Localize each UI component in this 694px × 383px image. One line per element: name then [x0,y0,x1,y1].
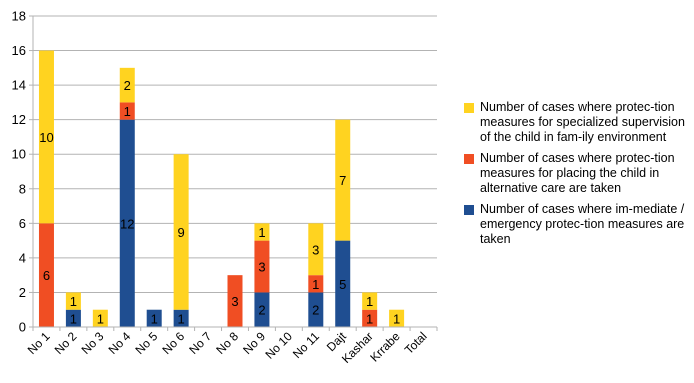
legend-label-emergency-measures: Number of cases where im-mediate / emerg… [480,202,685,246]
data-label: 1 [124,104,131,119]
legend-swatch-emergency-measures [464,205,474,215]
data-label: 1 [70,294,77,309]
data-label: 6 [43,268,50,283]
bar-segment [119,119,135,328]
bar-segment [38,223,54,327]
bar-segment [362,309,378,327]
data-label: 2 [258,303,265,318]
x-tick-label: No 10 [262,329,295,362]
bar-segment [173,154,189,310]
y-tick-label: 14 [12,78,26,93]
legend: Number of cases where protec-tion measur… [462,100,690,253]
bar-segment [38,50,54,224]
data-label: 1 [97,311,104,326]
x-tick-label: No 11 [290,329,322,361]
bar-segment [335,119,351,241]
data-label: 10 [39,130,53,145]
data-label: 1 [312,277,319,292]
y-axis: 0 2 4 6 8 10 12 14 16 18 [12,9,34,335]
x-tick-label: Kashar [339,329,376,366]
data-label: 1 [366,294,373,309]
legend-label-specialized-supervision: Number of cases where protec-tion measur… [480,100,685,144]
bar-segment [254,292,270,327]
bars [38,50,405,328]
bar-segment [308,292,324,327]
bar-segment [146,309,162,327]
bar-segment [65,309,81,327]
x-tick-label: No 5 [132,329,160,357]
data-label: 1 [70,311,77,326]
bar-segment [227,275,243,327]
x-axis: No 1 No 2 No 3 No 4 No 5 No 6 No 7 No 8 No 9No 1… [25,326,438,366]
y-tick-label: 12 [12,112,26,127]
bar-segment [173,309,189,327]
bar-segment [335,240,351,327]
data-label: 3 [231,294,238,309]
y-tick-label: 4 [19,250,26,265]
data-label: 2 [312,303,319,318]
bar-segment [389,309,405,327]
data-label: 1 [178,311,185,326]
bar-segment [92,309,108,327]
legend-label-alternative-care: Number of cases where protec-tion measur… [480,151,675,195]
data-label: 9 [178,225,185,240]
y-tick-label: 18 [12,9,26,24]
bar-segment [308,223,324,276]
bar-segment [362,292,378,310]
data-label: 3 [312,242,319,257]
gridlines [33,15,437,328]
x-tick-label: No 1 [25,329,53,357]
y-tick-label: 16 [12,43,26,58]
data-label: 1 [393,311,400,326]
y-tick-label: 8 [19,181,26,196]
data-label: 1 [151,311,158,326]
y-tick-label: 2 [19,285,26,300]
data-label: 5 [339,277,346,292]
y-tick-label: 10 [12,147,26,162]
bar-segment [254,240,270,293]
x-tick-label: No 6 [159,329,187,357]
x-tick-label: No 8 [213,329,241,357]
bar-segment [308,275,324,293]
data-label: 1 [258,225,265,240]
legend-swatch-specialized-supervision [464,103,474,113]
data-label: 12 [120,216,134,231]
legend-item-emergency-measures: Number of cases where im-mediate / emerg… [462,202,690,247]
bar-segment [119,67,135,103]
x-tick-label: No 7 [186,329,214,357]
data-label: 3 [258,260,265,275]
data-label: 1 [366,311,373,326]
x-tick-label: No 4 [106,329,134,357]
bar-segment [119,102,135,120]
x-tick-label: Krrabe [367,329,403,365]
x-tick-label: Total [402,329,430,357]
data-label: 7 [339,173,346,188]
legend-item-specialized-supervision: Number of cases where protec-tion measur… [462,100,690,145]
bar-segment [65,292,81,310]
y-tick-label: 6 [19,216,26,231]
legend-item-alternative-care: Number of cases where protec-tion measur… [462,151,690,196]
x-tick-label: No 3 [79,329,107,357]
legend-swatch-alternative-care [464,154,474,164]
x-tick-label: No 2 [52,329,80,357]
data-label: 2 [124,78,131,93]
bar-segment [254,223,270,241]
y-tick-label: 0 [19,320,26,335]
